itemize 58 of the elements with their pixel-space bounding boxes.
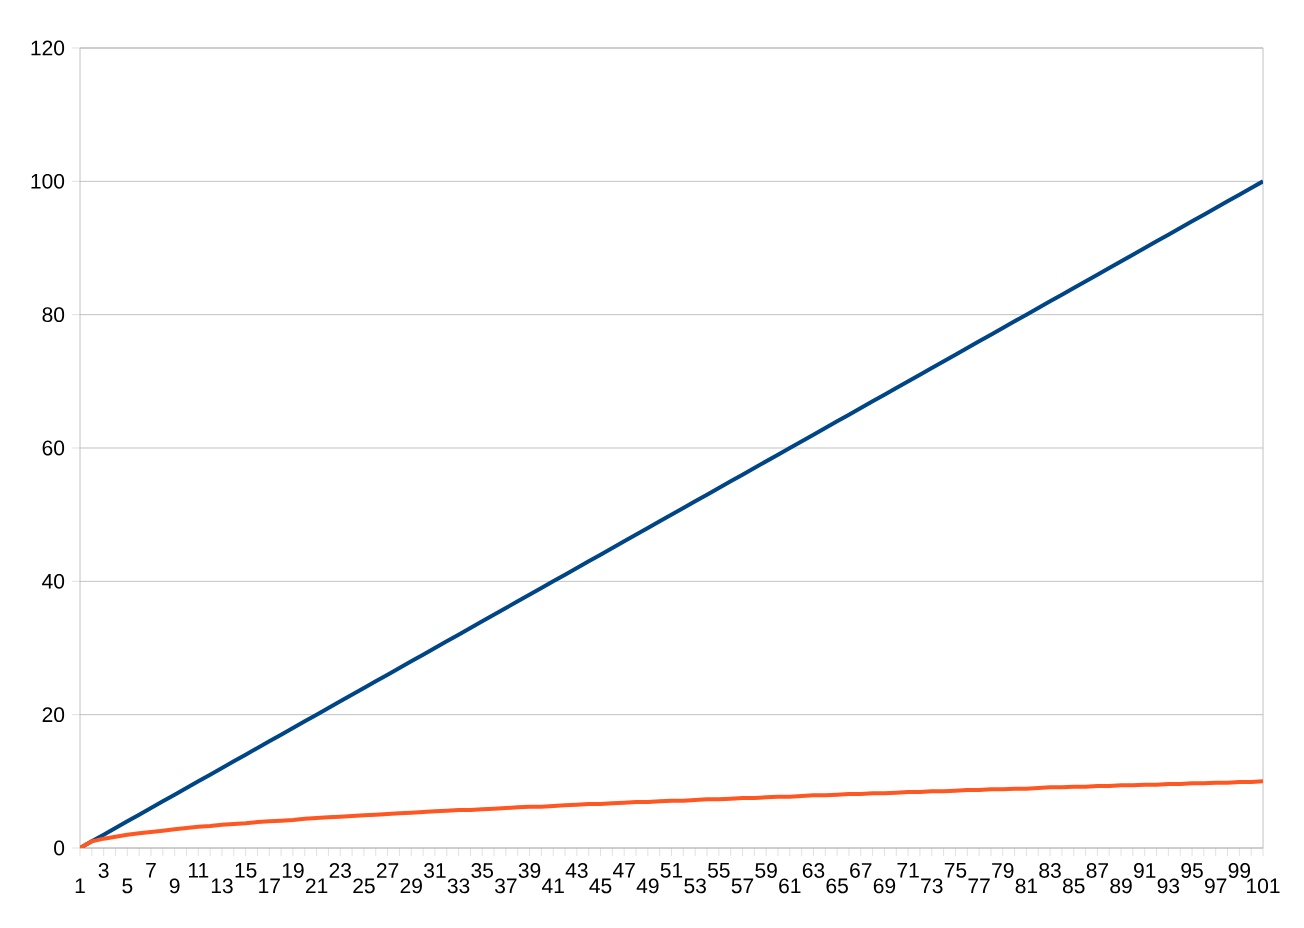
x-tick-label: 35 <box>471 863 494 878</box>
x-tick-label: 51 <box>660 863 683 878</box>
x-tick-label: 65 <box>826 878 848 894</box>
x-tick-label: 69 <box>873 878 896 894</box>
x-tick-label: 81 <box>1015 878 1038 894</box>
x-tick-label: 99 <box>1228 863 1251 878</box>
x-tick-label: 57 <box>731 878 754 894</box>
x-tick-label: 43 <box>565 863 588 878</box>
y-tick-label: 100 <box>31 173 65 189</box>
x-tick-label: 15 <box>235 863 257 878</box>
x-tick-label: 91 <box>1134 863 1156 878</box>
x-tick-label: 53 <box>684 878 706 894</box>
x-tick-label: 25 <box>353 878 375 894</box>
x-tick-label: 11 <box>189 863 209 878</box>
x-tick-label: 63 <box>802 863 825 878</box>
x-tick-label: 67 <box>850 863 872 878</box>
x-tick-label: 41 <box>541 878 564 894</box>
x-tick-label: 73 <box>921 878 943 894</box>
x-tick-label: 17 <box>259 878 280 894</box>
x-tick-label: 1 <box>75 878 85 894</box>
x-tick-label: 61 <box>779 878 801 894</box>
x-tick-label: 9 <box>169 878 180 894</box>
x-tick-label: 85 <box>1062 878 1085 894</box>
x-tick-label: 37 <box>495 878 517 894</box>
x-tick-label: 29 <box>400 878 422 894</box>
y-tick-label: 0 <box>54 840 65 856</box>
x-tick-label: 97 <box>1205 878 1227 894</box>
x-tick-label: 49 <box>636 878 659 894</box>
x-tick-label: 13 <box>211 878 233 894</box>
x-tick-label: 19 <box>282 863 304 878</box>
x-tick-label: 83 <box>1039 863 1061 878</box>
x-tick-label: 39 <box>518 863 541 878</box>
x-tick-label: 27 <box>376 863 399 878</box>
x-tick-label: 7 <box>146 863 156 878</box>
x-tick-label: 87 <box>1086 863 1109 878</box>
x-tick-label: 89 <box>1110 878 1132 894</box>
x-tick-label: 33 <box>447 878 470 894</box>
y-tick-label: 20 <box>42 707 65 723</box>
x-tick-label: 55 <box>707 863 730 878</box>
x-tick-label: 21 <box>305 878 328 894</box>
x-tick-label: 77 <box>968 878 990 894</box>
y-tick-label: 80 <box>42 307 65 323</box>
x-tick-label: 75 <box>944 863 967 878</box>
x-tick-label: 95 <box>1181 863 1203 878</box>
x-tick-label: 79 <box>992 863 1014 878</box>
x-tick-label: 59 <box>755 863 777 878</box>
x-tick-label: 31 <box>424 863 446 878</box>
x-tick-label: 47 <box>612 863 635 878</box>
x-tick-label: 71 <box>897 863 919 878</box>
y-tick-label: 120 <box>31 40 65 56</box>
x-tick-label: 23 <box>329 863 352 878</box>
y-tick-label: 60 <box>42 440 65 456</box>
x-tick-label: 3 <box>98 863 109 878</box>
y-tick-label: 40 <box>42 573 65 589</box>
x-tick-label: 101 <box>1247 878 1280 894</box>
x-tick-label: 5 <box>122 878 133 894</box>
x-tick-label: 93 <box>1157 878 1180 894</box>
x-tick-label: 45 <box>589 878 612 894</box>
